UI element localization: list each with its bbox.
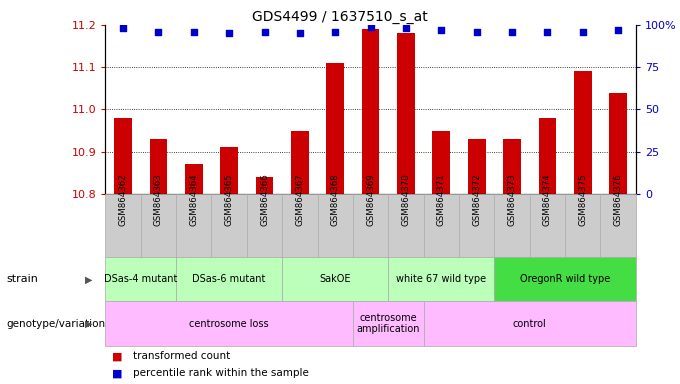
Text: SakOE: SakOE	[320, 274, 351, 285]
Bar	[609, 93, 627, 194]
Point	[613, 27, 624, 33]
Text: ■: ■	[112, 368, 122, 378]
Point	[436, 27, 447, 33]
Point	[507, 29, 517, 35]
Bar	[185, 164, 203, 194]
Bar	[362, 29, 379, 194]
Text: DSas-6 mutant: DSas-6 mutant	[192, 274, 266, 285]
Text: GDS4499 / 1637510_s_at: GDS4499 / 1637510_s_at	[252, 10, 428, 23]
Point	[471, 29, 482, 35]
Text: transformed count: transformed count	[133, 351, 230, 361]
Bar	[574, 71, 592, 194]
Point	[542, 29, 553, 35]
Bar	[539, 118, 556, 194]
Text: GSM864369: GSM864369	[366, 173, 375, 226]
Text: GSM864366: GSM864366	[260, 173, 269, 226]
Text: GSM864371: GSM864371	[437, 173, 446, 226]
Text: GSM864362: GSM864362	[118, 173, 128, 226]
Text: strain: strain	[7, 274, 39, 285]
Bar	[256, 177, 273, 194]
Point	[577, 29, 588, 35]
Text: GSM864372: GSM864372	[472, 173, 481, 226]
Text: DSas-4 mutant: DSas-4 mutant	[104, 274, 177, 285]
Text: white 67 wild type: white 67 wild type	[396, 274, 486, 285]
Point	[330, 29, 341, 35]
Bar	[291, 131, 309, 194]
Text: centrosome loss: centrosome loss	[189, 318, 269, 329]
Text: centrosome
amplification: centrosome amplification	[356, 313, 420, 334]
Text: ▶: ▶	[85, 318, 92, 329]
Text: GSM864376: GSM864376	[613, 173, 623, 226]
Point	[365, 23, 376, 30]
Point	[259, 29, 270, 35]
Point	[153, 29, 164, 35]
Point	[188, 29, 199, 35]
Bar	[326, 63, 344, 194]
Point	[294, 30, 305, 36]
Text: GSM864370: GSM864370	[401, 173, 411, 226]
Bar	[220, 147, 238, 194]
Text: GSM864363: GSM864363	[154, 173, 163, 226]
Bar	[114, 118, 132, 194]
Bar	[150, 139, 167, 194]
Text: GSM864365: GSM864365	[224, 173, 234, 226]
Text: GSM864364: GSM864364	[189, 173, 199, 226]
Text: percentile rank within the sample: percentile rank within the sample	[133, 368, 309, 378]
Text: control: control	[513, 318, 547, 329]
Text: GSM864374: GSM864374	[543, 173, 552, 226]
Point	[118, 25, 129, 31]
Point	[224, 30, 235, 36]
Bar	[432, 131, 450, 194]
Text: GSM864368: GSM864368	[330, 173, 340, 226]
Text: genotype/variation: genotype/variation	[7, 318, 106, 329]
Text: OregonR wild type: OregonR wild type	[520, 274, 610, 285]
Text: GSM864367: GSM864367	[295, 173, 305, 226]
Text: GSM864373: GSM864373	[507, 173, 517, 226]
Bar	[503, 139, 521, 194]
Bar	[468, 139, 486, 194]
Text: ■: ■	[112, 351, 122, 361]
Text: GSM864375: GSM864375	[578, 173, 588, 226]
Bar	[397, 33, 415, 194]
Text: ▶: ▶	[85, 274, 92, 285]
Point	[401, 25, 411, 31]
